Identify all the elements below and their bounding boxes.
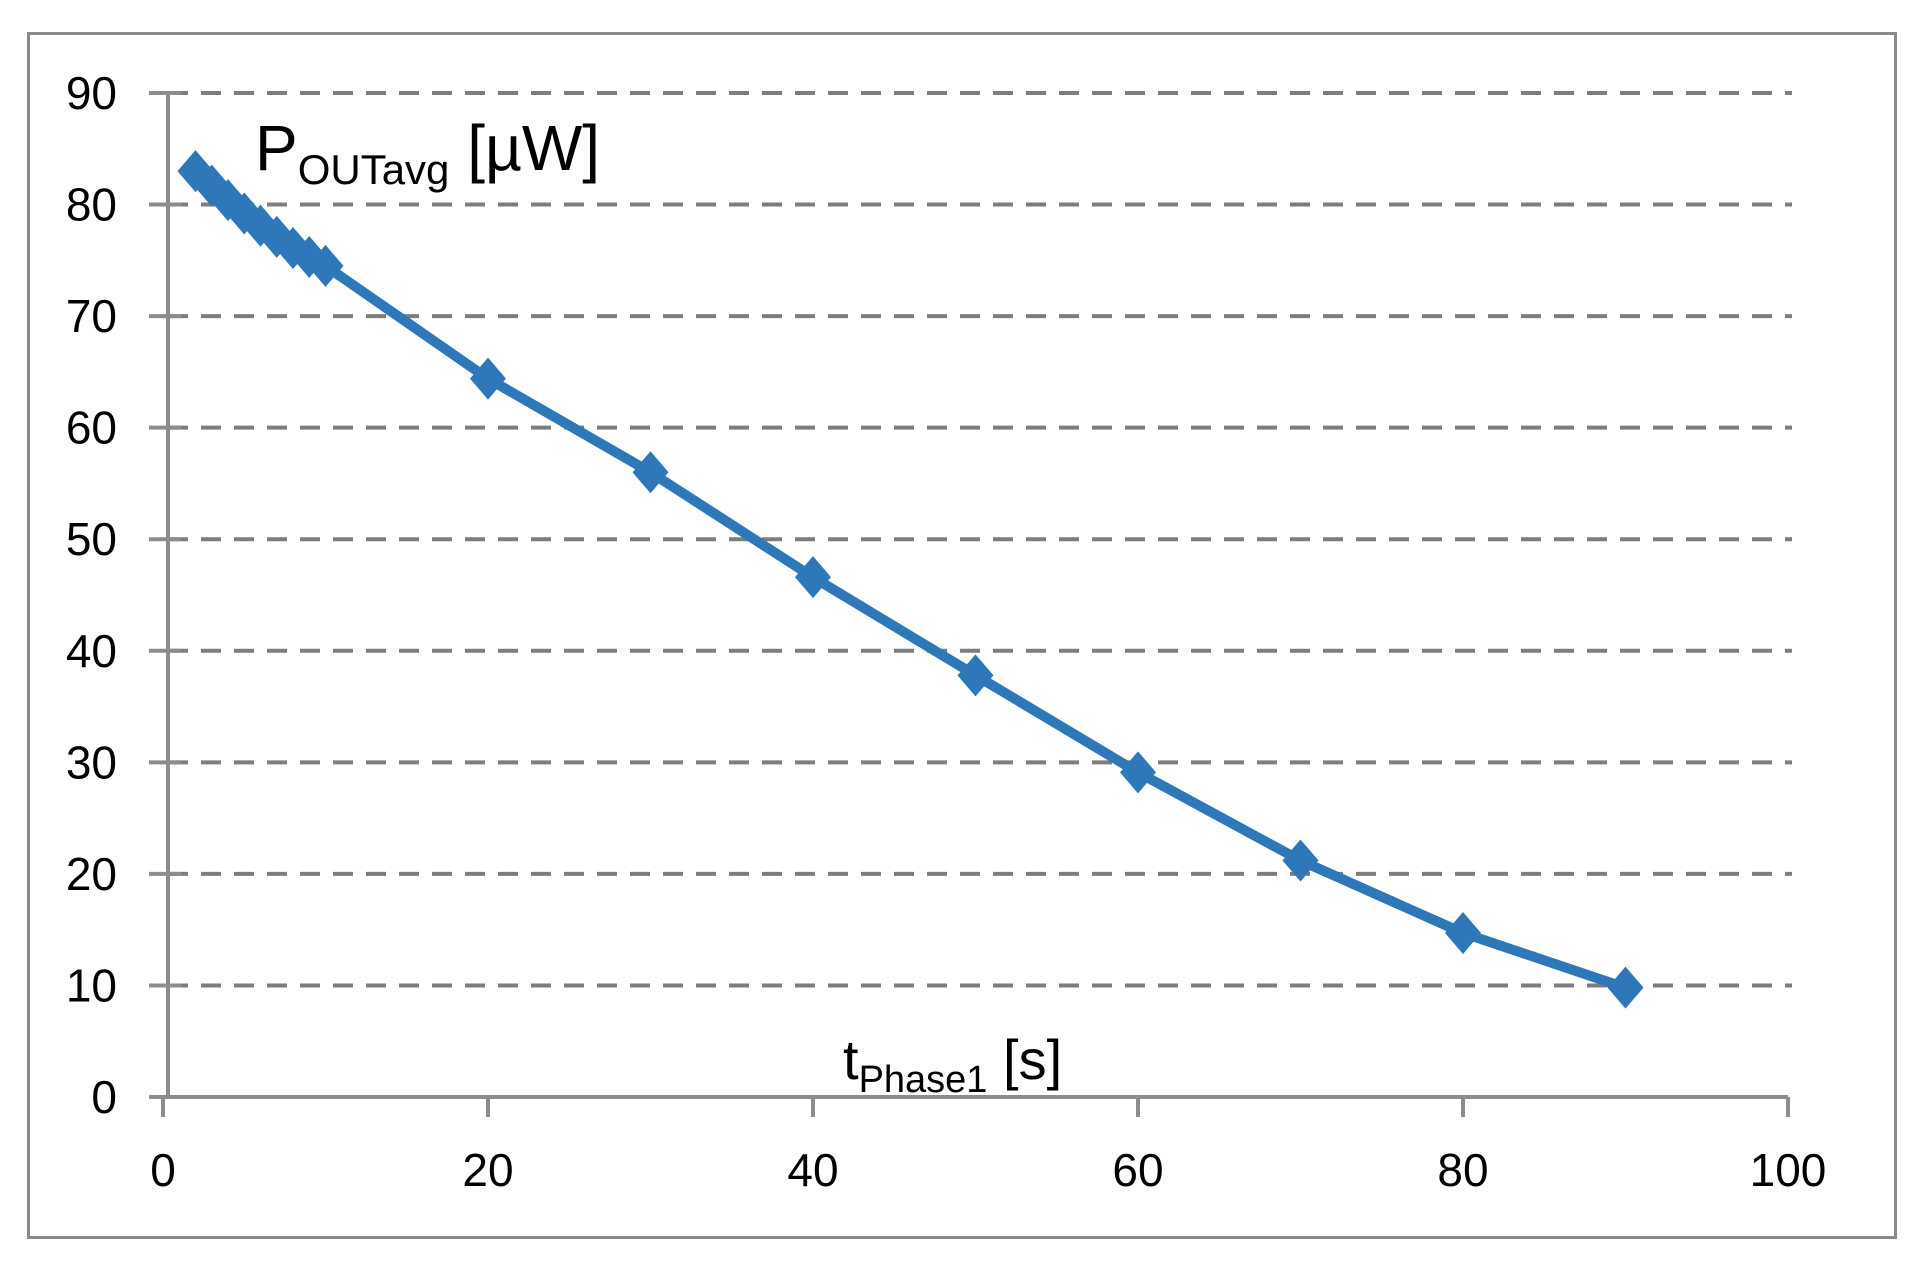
x-tick-label-20: 20: [462, 1144, 513, 1196]
data-point-marker-x20: [470, 357, 506, 400]
data-point-marker-x70: [1282, 839, 1319, 882]
y-tick-label-0: 0: [91, 1071, 117, 1123]
x-tick-label-60: 60: [1112, 1144, 1163, 1196]
y-tick-label-50: 50: [66, 513, 117, 565]
y-tick-label-10: 10: [66, 959, 117, 1011]
data-point-marker-x10: [307, 244, 344, 287]
data-series: [177, 150, 1644, 1009]
y-tick-label-20: 20: [66, 848, 117, 900]
data-point-marker-x30: [632, 451, 669, 494]
gridlines: [168, 91, 1792, 988]
data-point-marker-x90: [1607, 966, 1644, 1009]
axis-tick-marks: [149, 91, 1790, 1117]
data-point-marker-x80: [1445, 912, 1481, 955]
x-tick-label-40: 40: [787, 1144, 838, 1196]
data-point-marker-x40: [795, 556, 831, 599]
x-tick-label-0: 0: [150, 1144, 176, 1196]
x-tick-label-100: 100: [1750, 1144, 1827, 1196]
data-point-marker-x7: [258, 215, 295, 258]
data-point-marker-x60: [1120, 751, 1156, 794]
x-axis-label-unit: [s]: [987, 1028, 1062, 1091]
y-tick-label-70: 70: [66, 290, 117, 342]
y-tick-label-40: 40: [66, 625, 117, 677]
y-tick-label-90: 90: [66, 67, 117, 119]
x-axis-label-subscript: Phase1: [859, 1059, 988, 1101]
chart-border: [27, 32, 1897, 1239]
axes: [149, 91, 1788, 1099]
y-tick-labels: 0 10 20 30 40 50 60 70 80 90: [66, 67, 117, 1123]
chart-title-unit: [µW]: [449, 112, 600, 184]
chart-title: POUTavg [µW]: [255, 112, 600, 193]
y-tick-label-30: 30: [66, 736, 117, 788]
x-axis-label-main: t: [843, 1028, 859, 1091]
y-tick-label-60: 60: [66, 402, 117, 454]
x-axis-label: tPhase1 [s]: [843, 1028, 1062, 1101]
x-tick-label-80: 80: [1437, 1144, 1488, 1196]
y-tick-label-80: 80: [66, 179, 117, 231]
data-point-marker-x50: [957, 654, 994, 697]
chart-title-main: P: [255, 112, 298, 184]
chart-title-subscript: OUTavg: [298, 146, 450, 193]
x-tick-labels: 0 20 40 60 80 100: [150, 1144, 1826, 1196]
